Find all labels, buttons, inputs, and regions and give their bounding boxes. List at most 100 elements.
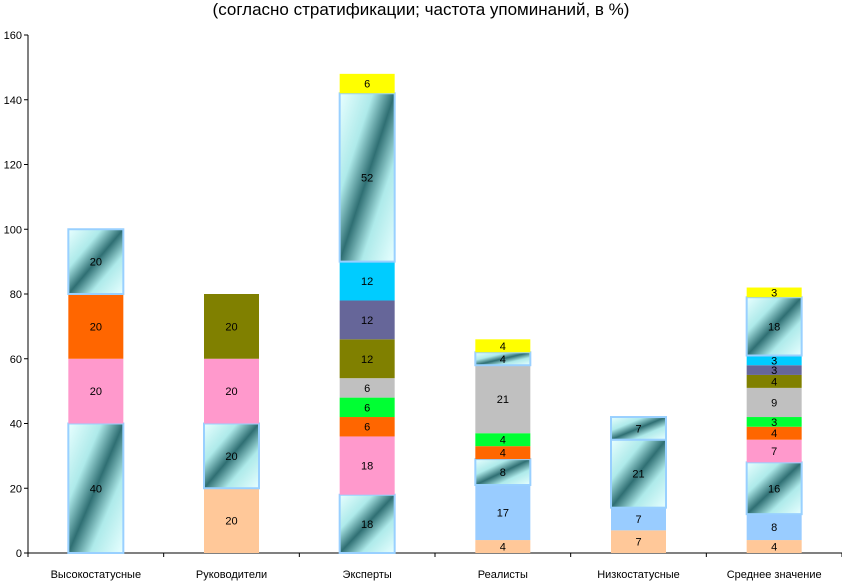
bar-segment-cyan_gradient_low bbox=[474, 458, 532, 487]
bar-segment-peach bbox=[746, 540, 802, 553]
chart-title: (согласно стратификации; частота упомина… bbox=[212, 0, 630, 19]
x-category-label: Реалисты bbox=[478, 569, 528, 581]
bar-segment-label: 4 bbox=[500, 542, 506, 554]
bar-segment-green bbox=[339, 397, 395, 418]
bar-segment-olive bbox=[339, 339, 395, 379]
bar-segment-pink bbox=[746, 439, 802, 463]
bar-segment-label: 16 bbox=[768, 483, 780, 495]
axes: 0 20 40 60 80 100 120 140 160 bbox=[4, 30, 842, 560]
bar-segment-label: 6 bbox=[364, 402, 370, 414]
y-tick-label: 160 bbox=[4, 30, 22, 42]
bar-segment-label: 9 bbox=[771, 397, 777, 409]
bar-segment-pink bbox=[204, 358, 259, 424]
bar-segment-label: 18 bbox=[361, 461, 373, 473]
bar-segment-label: 4 bbox=[771, 376, 777, 388]
bar-segment-label: 12 bbox=[361, 315, 373, 327]
bar-segment-label: 3 bbox=[771, 417, 777, 429]
bar-segment-label: 4 bbox=[771, 542, 777, 554]
y-tick-label: 120 bbox=[4, 160, 22, 172]
bar-segment-cyan bbox=[746, 355, 802, 366]
bar-segment-cyan_gradient_high bbox=[338, 92, 396, 263]
bar-segment-yellow bbox=[339, 73, 395, 94]
bar-segment-label: 21 bbox=[632, 469, 644, 481]
bar-segment-label: 6 bbox=[364, 79, 370, 91]
bar-segment-label: 6 bbox=[364, 422, 370, 434]
bar-segment-cyan_gradient_low bbox=[745, 461, 803, 516]
bar-segment-label: 20 bbox=[90, 321, 102, 333]
bar-segment-gray bbox=[339, 378, 395, 398]
bar-segment-label: 4 bbox=[500, 435, 506, 447]
bar-segment-orange bbox=[746, 426, 802, 440]
bar-segment-label: 20 bbox=[90, 386, 102, 398]
bar-segment-label: 4 bbox=[500, 354, 506, 366]
bar-segment-peach bbox=[475, 540, 531, 553]
bar-segment-green bbox=[746, 417, 802, 427]
y-tick-label: 40 bbox=[10, 419, 22, 431]
bar-segment-cyan bbox=[339, 261, 395, 301]
x-category-label: Среднее значение bbox=[727, 569, 822, 581]
bar-segment-pink bbox=[68, 358, 124, 424]
bar-segment-label: 7 bbox=[635, 537, 641, 549]
y-tick-label: 80 bbox=[10, 289, 22, 301]
bar-segment-label: 7 bbox=[635, 423, 641, 435]
bar-segment-label: 20 bbox=[225, 516, 237, 528]
bar-segment-lightblue bbox=[475, 485, 531, 541]
bar-segment-cyan_gradient_low bbox=[203, 422, 260, 490]
bar-segment-label: 18 bbox=[361, 519, 373, 531]
y-tick-label: 140 bbox=[4, 95, 22, 107]
bar-segment-lightblue bbox=[746, 514, 802, 541]
bar-segment-yellow bbox=[475, 339, 531, 353]
y-tick-label: 20 bbox=[10, 483, 22, 495]
bar-segment-label: 18 bbox=[768, 321, 780, 333]
bar-segment-label: 21 bbox=[497, 394, 509, 406]
bar-segment-label: 4 bbox=[500, 341, 506, 353]
bar-segment-cyan_gradient_high bbox=[745, 296, 803, 357]
bar-segment-label: 7 bbox=[635, 514, 641, 526]
bar-segment-label: 52 bbox=[361, 172, 373, 184]
bar-segment-label: 12 bbox=[361, 276, 373, 288]
x-category-label: Низкостатусные bbox=[597, 569, 680, 581]
bar-segment-label: 17 bbox=[497, 508, 509, 520]
bars bbox=[67, 73, 803, 555]
bar-segment-gray bbox=[746, 387, 802, 418]
bar-segment-peach bbox=[204, 488, 259, 553]
bar-segment-cyan_gradient_high bbox=[67, 228, 125, 295]
bar-segment-label: 3 bbox=[771, 365, 777, 377]
bar-segment-gray bbox=[475, 365, 531, 434]
bar-segment-purple bbox=[746, 365, 802, 375]
bar-segment-label: 12 bbox=[361, 354, 373, 366]
bar-segment-green bbox=[475, 433, 531, 447]
bar-segment-label: 7 bbox=[771, 446, 777, 458]
labels: Высокостатусные 40 20 20 20 Руководители 20 20 2… bbox=[51, 79, 822, 581]
bar-segment-label: 4 bbox=[500, 448, 506, 460]
bar-segment-label: 6 bbox=[364, 383, 370, 395]
bar-segment-label: 8 bbox=[500, 467, 506, 479]
bar-segment-olive bbox=[746, 374, 802, 388]
bar-segment-purple bbox=[339, 300, 395, 340]
bar-segment-olive bbox=[204, 294, 259, 359]
bar-segment-label: 20 bbox=[225, 451, 237, 463]
bar-segment-cyan_gradient_low bbox=[67, 422, 125, 554]
bar-segment-pink bbox=[339, 436, 395, 495]
y-tick-label: 60 bbox=[10, 354, 22, 366]
bar-segment-label: 3 bbox=[771, 287, 777, 299]
bar-segment-label: 3 bbox=[771, 355, 777, 367]
bar-segment-orange bbox=[339, 417, 395, 437]
bar-segment-label: 20 bbox=[225, 321, 237, 333]
bar-segment-cyan_gradient_high bbox=[610, 416, 667, 441]
bar-segment-orange bbox=[475, 446, 531, 460]
bar-segment-label: 8 bbox=[771, 522, 777, 534]
bar-segment-peach bbox=[611, 530, 666, 553]
bar-segment-label: 40 bbox=[90, 483, 102, 495]
bar-segment-orange bbox=[68, 294, 124, 359]
bar-segment-label: 20 bbox=[90, 257, 102, 269]
bar-segment-lightblue bbox=[611, 507, 666, 531]
bar-segment-yellow bbox=[746, 287, 802, 298]
bar-segment-cyan_gradient_low bbox=[610, 438, 667, 509]
y-tick-label: 100 bbox=[4, 224, 22, 236]
x-category-label: Высокостатусные bbox=[51, 569, 141, 581]
y-tick-label: 0 bbox=[16, 548, 22, 560]
x-category-label: Руководители bbox=[196, 569, 267, 581]
bar-segment-label: 4 bbox=[771, 428, 777, 440]
